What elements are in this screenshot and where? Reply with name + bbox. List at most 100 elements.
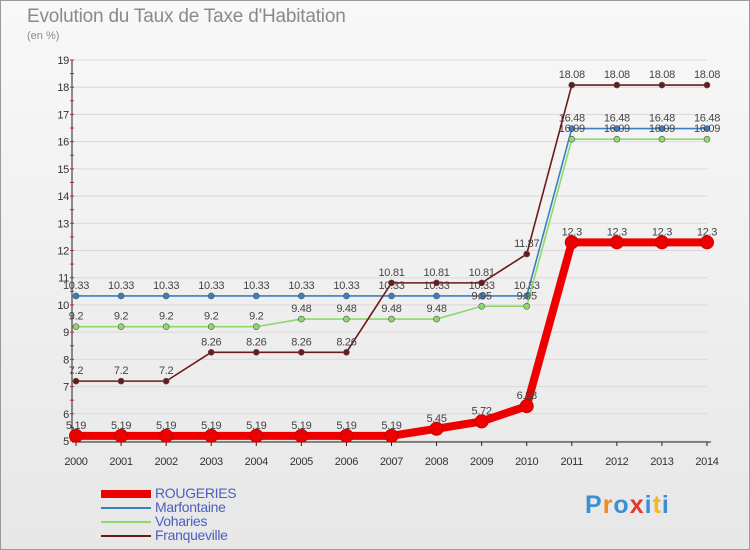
x-tick-label: 2010 <box>515 456 538 468</box>
logo-letter: r <box>602 491 614 519</box>
data-point <box>249 428 264 443</box>
x-tick-label: 2008 <box>425 456 448 468</box>
data-label: 10.33 <box>198 280 224 292</box>
data-label: 12.3 <box>562 226 582 238</box>
data-point <box>298 292 305 300</box>
y-tick-label: 5 <box>63 436 69 448</box>
y-tick-label: 7 <box>63 382 69 394</box>
data-point <box>658 125 666 132</box>
data-label: 7.2 <box>114 365 129 377</box>
data-point <box>298 315 305 323</box>
data-point <box>568 135 576 143</box>
data-point <box>162 323 170 331</box>
data-point <box>658 135 666 143</box>
proxiti-logo: Proxiti <box>585 491 670 520</box>
data-label: 16.48 <box>649 113 675 125</box>
legend-item: ROUGERIES <box>101 485 301 501</box>
legend-item: Voharies <box>101 513 301 529</box>
data-label: 5.19 <box>66 420 86 432</box>
data-point <box>658 81 666 89</box>
data-point <box>72 292 80 300</box>
data-point <box>568 125 576 132</box>
data-label: 9.48 <box>291 303 311 315</box>
y-tick-label: 12 <box>57 246 69 258</box>
data-label: 18.08 <box>694 69 720 81</box>
data-point <box>117 292 125 300</box>
data-point <box>703 135 711 143</box>
chart-legend: ROUGERIES Marfontaine Voharies Franqueville <box>101 485 301 543</box>
data-point <box>613 81 621 89</box>
data-point <box>298 348 305 356</box>
data-point <box>433 279 440 287</box>
data-point <box>252 348 260 356</box>
x-tick-label: 2013 <box>650 456 673 468</box>
data-point <box>564 235 579 250</box>
data-label: 10.33 <box>288 280 314 292</box>
x-tick-label: 2009 <box>470 456 493 468</box>
data-label: 18.08 <box>559 69 585 81</box>
data-label: 10.81 <box>378 267 404 279</box>
y-tick-label: 16 <box>57 137 69 149</box>
data-point <box>523 302 531 310</box>
data-label: 9.48 <box>426 303 446 315</box>
data-label: 7.2 <box>159 365 174 377</box>
logo-letter: i <box>661 491 670 519</box>
data-point <box>703 81 711 89</box>
data-point <box>388 315 395 323</box>
chart-subtitle: (en %) <box>27 30 60 42</box>
data-label: 9.2 <box>204 311 219 323</box>
logo-letter: t <box>652 491 662 519</box>
data-point <box>433 315 440 323</box>
y-tick-label: 10 <box>57 300 69 312</box>
data-point <box>252 323 260 331</box>
y-tick-label: 13 <box>57 218 69 230</box>
data-label: 8.26 <box>201 336 221 348</box>
x-tick-label: 2012 <box>605 456 628 468</box>
data-label: 9.2 <box>159 311 174 323</box>
x-tick-label: 2005 <box>290 456 313 468</box>
data-label: 6.28 <box>517 390 537 402</box>
data-label: 16.09 <box>559 123 585 135</box>
data-label: 16.09 <box>604 123 630 135</box>
data-label: 9.2 <box>249 311 264 323</box>
data-label: 10.33 <box>333 280 359 292</box>
chart-title: Evolution du Taux de Taxe d'Habitation <box>27 6 346 27</box>
data-point <box>388 279 395 287</box>
y-tick-label: 6 <box>63 409 69 421</box>
data-point <box>433 292 440 300</box>
data-point <box>429 421 444 436</box>
data-label: 10.33 <box>63 280 89 292</box>
data-point <box>204 428 219 443</box>
data-label: 10.81 <box>469 267 495 279</box>
x-tick-label: 2006 <box>335 456 358 468</box>
data-label: 16.48 <box>694 113 720 125</box>
data-point <box>207 323 215 331</box>
y-tick-label: 17 <box>57 109 69 121</box>
logo-letter: x <box>629 491 645 519</box>
data-label: 9.48 <box>381 303 401 315</box>
data-point <box>339 428 354 443</box>
x-tick-label: 2014 <box>695 456 718 468</box>
data-label: 9.48 <box>336 303 356 315</box>
data-point <box>162 292 170 300</box>
legend-swatch <box>101 535 151 537</box>
data-label: 5.19 <box>156 420 176 432</box>
x-tick-label: 2003 <box>200 456 223 468</box>
data-point <box>654 235 669 250</box>
y-tick-label: 9 <box>63 327 69 339</box>
data-point <box>207 348 215 356</box>
data-label: 16.09 <box>649 123 675 135</box>
data-point <box>343 315 350 323</box>
data-point <box>700 235 714 250</box>
data-point <box>384 428 399 443</box>
data-label: 8.26 <box>291 336 311 348</box>
logo-letter: o <box>613 491 630 519</box>
x-tick-label: 2007 <box>380 456 403 468</box>
data-label: 18.08 <box>649 69 675 81</box>
data-label: 5.19 <box>336 420 356 432</box>
data-point <box>613 135 621 143</box>
data-label: 9.2 <box>114 311 129 323</box>
data-point <box>343 348 350 356</box>
data-label: 11.87 <box>514 238 539 250</box>
